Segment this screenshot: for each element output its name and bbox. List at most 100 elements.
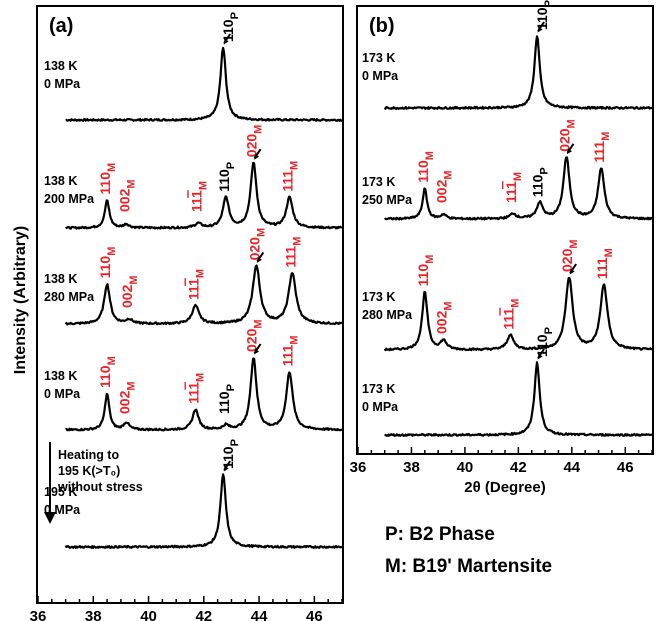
xrd-trace: [383, 35, 653, 110]
condition-label: 200 MPa: [44, 192, 95, 206]
condition-label: 173 K: [362, 51, 395, 65]
xrd-trace: [64, 264, 343, 326]
panel-label: (b): [369, 15, 395, 37]
x-axis-label: 2θ (Degree): [464, 479, 545, 496]
condition-label: 138 K: [44, 272, 77, 286]
xrd-series: 173 K 0 MPa 110P: [362, 327, 653, 437]
x-tick-label: 44: [563, 459, 580, 476]
peak-arrow-head: [223, 465, 229, 472]
condition-label: 250 MPa: [362, 193, 413, 207]
peak-label-martensite: 002M: [116, 179, 137, 212]
peak-label-parent: 110P: [216, 162, 237, 192]
x-tick-label: 46: [617, 459, 634, 476]
x-tick-label: 38: [85, 608, 102, 621]
xrd-trace: [384, 361, 653, 437]
x-tick-label: 40: [457, 459, 474, 476]
peak-label-martensite: 111M: [280, 161, 301, 192]
x-tick-label: 42: [510, 459, 527, 476]
peak-label-parent: 110P: [534, 0, 555, 30]
peak-arrow-head: [566, 148, 572, 155]
heating-arrow-head: [44, 512, 56, 524]
peak-label-martensite: 020M: [559, 239, 580, 272]
xrd-trace: [383, 156, 653, 221]
x-tick-label: 36: [30, 608, 47, 621]
xrd-trace: [65, 357, 343, 432]
peak-arrow-head: [223, 38, 229, 45]
heating-annotation-line: without stress: [57, 480, 143, 494]
xrd-series: 173 K 280 MPa 110M 002M 111M 020M 111M: [362, 239, 653, 352]
peak-label-martensite: 020M: [244, 125, 265, 158]
peak-label-martensite: 111M: [591, 132, 612, 163]
peak-label-parent: 110P: [220, 12, 241, 42]
peak-label-parent: 110P: [530, 167, 551, 197]
condition-label: 173 K: [362, 290, 395, 304]
xrd-trace: [65, 46, 343, 122]
peak-label-martensite: 110M: [97, 163, 118, 195]
xrd-trace: [64, 473, 343, 549]
condition-label: 138 K: [44, 59, 77, 73]
condition-label: 0 MPa: [362, 400, 399, 414]
peak-label-martensite: 002M: [119, 275, 140, 308]
peak-label-martensite: 110M: [415, 255, 436, 287]
x-tick-label: 36: [350, 459, 367, 476]
panel-b: 36 38 40 42 44 46 2θ (Degree) (b) 173 K 0 MPa 110P…: [350, 0, 654, 496]
x-tick-label: 44: [251, 608, 268, 621]
peak-label-parent: 110P: [534, 327, 555, 357]
x-tick-label: 46: [306, 608, 323, 621]
condition-label: 173 K: [362, 382, 395, 396]
peak-label-martensite: 002M: [434, 170, 455, 203]
condition-label: 173 K: [362, 175, 395, 189]
peak-label-martensite: 111M: [280, 335, 301, 366]
legend-p-phase: P: B2 Phase: [385, 524, 495, 545]
legend-m-phase: M: B19' Martensite: [385, 556, 552, 577]
condition-label: 0 MPa: [362, 69, 399, 83]
peak-label-martensite: 020M: [244, 319, 265, 352]
peak-label-martensite: 111M: [594, 248, 615, 279]
heating-annotation: Heating to 195 K(>T₀) without stress: [44, 442, 143, 524]
peak-label-martensite: 111M: [186, 373, 207, 404]
y-axis-label: Intensity (Arbitrary): [12, 226, 29, 374]
condition-label: 280 MPa: [44, 290, 95, 304]
peak-label-martensite: 110M: [97, 247, 118, 279]
peak-arrow-head: [569, 268, 575, 275]
condition-label: 195 K: [44, 485, 77, 499]
peak-arrow-head: [254, 153, 260, 160]
condition-label: 280 MPa: [362, 308, 413, 322]
peak-label-martensite: 020M: [557, 119, 578, 152]
x-tick-label: 42: [195, 608, 212, 621]
peak-label-martensite: 110M: [97, 356, 118, 388]
heating-annotation-line: 195 K(>T₀): [58, 464, 120, 478]
peak-label-martensite: 020M: [246, 228, 267, 261]
condition-label: 138 K: [44, 369, 77, 383]
peak-label-martensite: 110M: [415, 151, 436, 183]
peak-arrow-head: [537, 26, 543, 33]
condition-label: 0 MPa: [44, 387, 81, 401]
peak-label-parent: 110P: [220, 439, 241, 469]
peak-label-martensite: 111M: [500, 299, 521, 330]
peak-label-martensite: 002M: [116, 381, 137, 414]
peak-arrow-head: [537, 353, 543, 360]
peak-arrow-head: [254, 348, 260, 355]
peak-label-martensite: 111M: [186, 269, 207, 300]
peak-arrow-head: [256, 256, 262, 263]
peak-label-parent: 110P: [216, 384, 237, 414]
peak-label-martensite: 111M: [503, 172, 524, 203]
condition-label: 138 K: [44, 174, 77, 188]
heating-annotation-line: Heating to: [58, 448, 119, 462]
xrd-series: 138 K 0 MPa 110P: [44, 12, 343, 122]
panel-label: (a): [49, 15, 73, 37]
x-tick-label: 40: [140, 608, 157, 621]
x-tick-label: 38: [403, 459, 420, 476]
xrd-trace: [65, 161, 343, 230]
plot-frame: [356, 5, 654, 455]
peak-label-martensite: 111M: [188, 181, 209, 212]
peak-label-martensite: 111M: [282, 237, 303, 268]
xrd-trace: [383, 276, 653, 352]
condition-label: 0 MPa: [44, 77, 81, 91]
